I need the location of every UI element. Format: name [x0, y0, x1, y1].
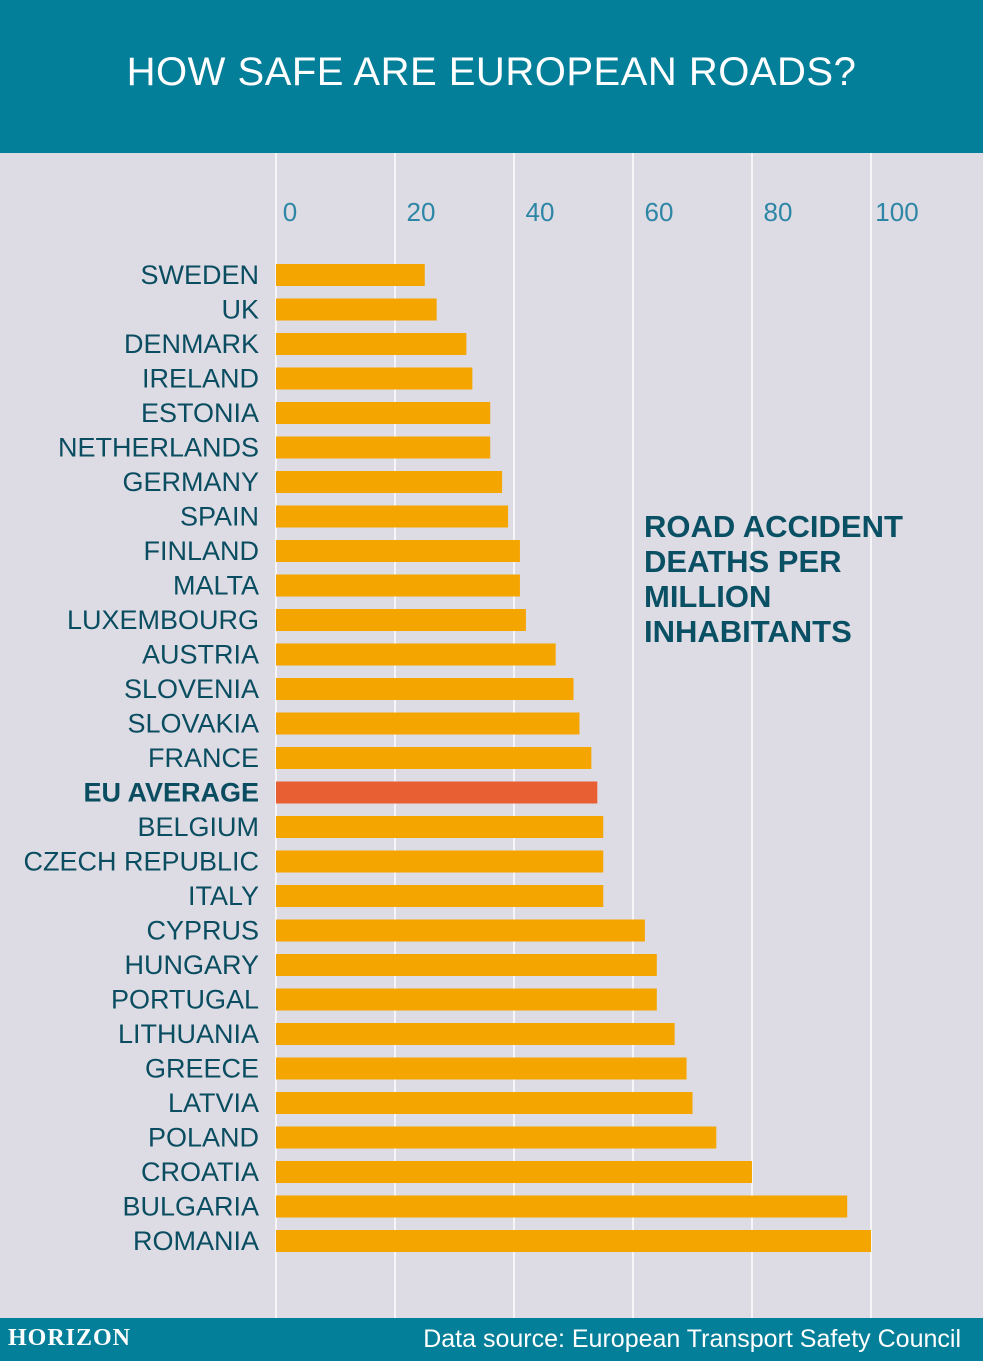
data-source: Data source: European Transport Safety C… — [423, 1325, 961, 1353]
bar — [276, 609, 526, 631]
bar — [276, 643, 556, 666]
category-label: POLAND — [148, 1123, 259, 1153]
category-label: UK — [221, 295, 259, 325]
bar — [276, 954, 657, 976]
bar — [276, 678, 574, 700]
category-label: LATVIA — [168, 1088, 259, 1118]
bar — [276, 1230, 871, 1252]
x-tick-label: 40 — [526, 197, 555, 227]
category-label: ITALY — [188, 881, 259, 911]
category-label: CZECH REPUBLIC — [23, 847, 259, 877]
bar — [276, 1023, 675, 1045]
bar — [276, 781, 598, 804]
bar — [276, 919, 645, 942]
bar — [276, 712, 580, 735]
category-label: ESTONIA — [141, 398, 259, 428]
x-tick-label: 20 — [407, 197, 436, 227]
x-tick-label: 60 — [645, 197, 674, 227]
bar — [276, 885, 604, 907]
category-labels: SWEDEN UK DENMARK IRELAND ESTONIA NETHERLANDS… — [23, 260, 259, 1256]
category-label: AUSTRIA — [142, 640, 259, 670]
bar — [276, 747, 592, 769]
category-label: BELGIUM — [137, 812, 259, 842]
header-banner: HOW SAFE ARE EUROPEAN ROADS? — [0, 0, 983, 153]
bar — [276, 333, 467, 355]
bar — [276, 436, 491, 459]
category-label: EU AVERAGE — [83, 778, 259, 808]
category-label: SLOVENIA — [124, 674, 259, 704]
chart-title: ROAD ACCIDENT DEATHS PER MILLION INHABIT… — [644, 509, 903, 649]
category-label: IRELAND — [142, 364, 259, 394]
category-label: CROATIA — [141, 1157, 259, 1187]
x-tick-label: 0 — [283, 197, 297, 227]
bar — [276, 540, 520, 562]
bar — [276, 1161, 752, 1183]
bar-chart: 0 20 40 60 80 100 SWEDEN UK DENMARK IRELAND ESTON… — [23, 153, 919, 1318]
category-label: MALTA — [173, 571, 259, 601]
category-label: BULGARIA — [122, 1192, 259, 1222]
category-label: GERMANY — [122, 467, 259, 497]
category-label: NETHERLANDS — [58, 433, 259, 463]
category-label: FINLAND — [143, 536, 259, 566]
category-label: ROMANIA — [133, 1226, 259, 1256]
category-label: FRANCE — [148, 743, 259, 773]
footer-bar: HORIZON Data source: European Transport … — [0, 1318, 983, 1361]
horizon-logo: HORIZON — [8, 1325, 132, 1351]
category-label: DENMARK — [124, 329, 259, 359]
bar — [276, 505, 509, 528]
category-label: LUXEMBOURG — [67, 605, 259, 635]
x-axis-ticks: 0 20 40 60 80 100 — [283, 197, 919, 227]
category-label: LITHUANIA — [118, 1019, 259, 1049]
bar — [276, 850, 604, 873]
category-label: CYPRUS — [146, 916, 259, 946]
category-label: SPAIN — [180, 502, 259, 532]
bar — [276, 367, 473, 390]
bar — [276, 402, 491, 424]
category-label: PORTUGAL — [111, 985, 259, 1015]
bar — [276, 574, 520, 597]
x-tick-label: 100 — [875, 197, 918, 227]
bar — [276, 1195, 848, 1218]
x-tick-label: 80 — [764, 197, 793, 227]
bar — [276, 264, 425, 286]
bar — [276, 1057, 687, 1080]
bar — [276, 1092, 693, 1114]
category-label: HUNGARY — [124, 950, 259, 980]
bars — [276, 264, 871, 1252]
bar — [276, 988, 657, 1011]
bar — [276, 1126, 717, 1149]
category-label: SLOVAKIA — [127, 709, 259, 739]
page-title: HOW SAFE ARE EUROPEAN ROADS? — [126, 50, 857, 94]
bar — [276, 471, 503, 493]
bar — [276, 298, 437, 321]
bar — [276, 816, 604, 838]
category-label: SWEDEN — [140, 260, 259, 290]
category-label: GREECE — [145, 1054, 259, 1084]
